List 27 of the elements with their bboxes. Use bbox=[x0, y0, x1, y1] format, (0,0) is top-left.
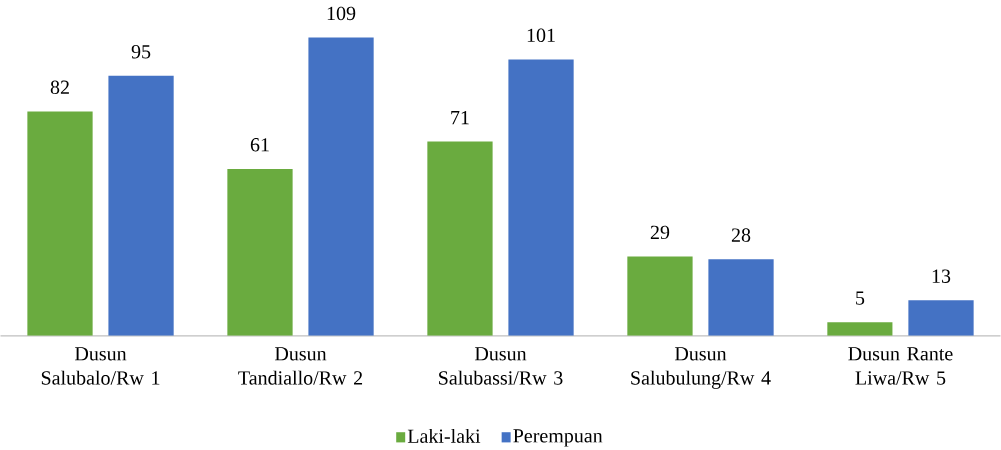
data-label: 109 bbox=[327, 6, 356, 21]
bar bbox=[427, 141, 493, 336]
data-label: 13 bbox=[932, 269, 951, 283]
x-tick-label: Dusun Salubulung/Rw 4 bbox=[631, 347, 771, 389]
legend-label: Perempuan bbox=[513, 429, 603, 447]
bar bbox=[708, 259, 774, 336]
data-label: 71 bbox=[451, 110, 469, 125]
bar bbox=[508, 59, 574, 336]
bar bbox=[827, 322, 893, 336]
data-label: 95 bbox=[131, 45, 151, 59]
x-tick-label: Dusun Tandiallo/Rw 2 bbox=[238, 347, 363, 385]
bar bbox=[27, 111, 93, 336]
data-label: 101 bbox=[527, 28, 555, 43]
x-tick-label: Dusun Salubassi/Rw 3 bbox=[439, 347, 563, 385]
bar bbox=[908, 300, 974, 336]
bar bbox=[108, 75, 174, 336]
legend-label: Laki-laki bbox=[407, 428, 481, 443]
bar bbox=[627, 256, 693, 336]
data-label: 82 bbox=[50, 80, 69, 95]
x-tick-label: Dusun Rante Liwa/Rw 5 bbox=[848, 347, 953, 385]
data-label: 29 bbox=[650, 225, 670, 240]
data-label: 28 bbox=[731, 228, 751, 242]
bar bbox=[308, 37, 374, 336]
bar bbox=[227, 168, 293, 336]
data-label: 61 bbox=[250, 138, 269, 152]
data-label: 5 bbox=[856, 291, 865, 305]
x-tick-label: Dusun Salubalo/Rw 1 bbox=[41, 347, 160, 385]
